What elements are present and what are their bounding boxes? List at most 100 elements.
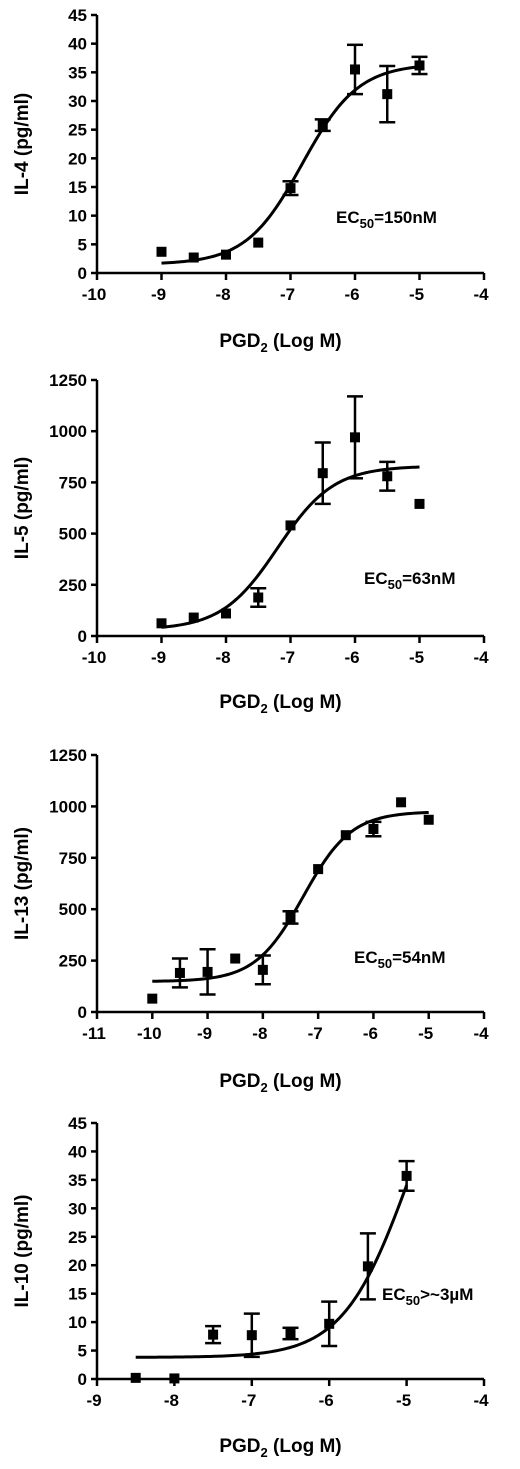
y-tick-label: 15 [68,178,87,197]
ec50-prefix: EC [336,208,360,227]
x-tick-label: -5 [409,285,424,304]
data-point [257,964,268,975]
x-tick-label: -10 [82,648,107,667]
x-tick-label: -8 [252,1024,267,1043]
data-point [221,608,231,619]
data-point [188,252,199,263]
ec50-subscript: 50 [378,956,392,971]
data-point [253,237,264,248]
y-tick-label: 30 [68,1199,87,1218]
ec50-subscript: 50 [388,577,402,592]
data-point [317,468,328,479]
ec50-subscript: 50 [406,1293,420,1308]
data-point [368,824,379,835]
y-tick-label: 20 [68,149,87,168]
y-tick-label: 250 [59,576,87,595]
y-tick-label: 30 [68,92,87,111]
ec50-prefix: EC [364,569,388,588]
y-tick-label: 25 [68,121,87,140]
ec50-value: =54nM [392,948,445,967]
y-tick-label: 35 [68,63,87,82]
data-point [156,246,167,257]
y-tick-label: 20 [68,1256,87,1275]
data-point [174,967,185,978]
data-point [202,966,213,977]
data-point [401,1170,412,1181]
x-axis-label-main: PGD [219,1071,260,1092]
y-tick-label: 500 [59,900,87,919]
y-tick-label: 1000 [49,797,87,816]
ec50-subscript: 50 [360,216,374,231]
x-axis-label-rest: (Log M) [268,1071,342,1092]
ec50-value: >~3µM [420,1285,473,1304]
data-point [396,797,407,808]
y-axis-label: IL-10 (pg/ml) [12,1195,33,1308]
x-axis-label-sub: 2 [261,1080,268,1095]
data-point [230,953,241,964]
x-tick-label: -9 [151,285,166,304]
x-tick-label: -8 [164,1391,179,1410]
y-tick-label: 0 [78,627,87,646]
data-point [340,830,351,841]
y-tick-label: 45 [68,6,87,25]
y-tick-label: 0 [78,264,87,283]
x-tick-label: -9 [197,1024,212,1043]
x-axis-label-rest: (Log M) [268,331,342,352]
data-point [285,520,296,531]
data-point [156,618,167,629]
x-tick-label: -4 [473,1024,489,1043]
data-point [362,1261,373,1272]
ec50-prefix: EC [382,1285,406,1304]
x-tick-label: -4 [473,648,489,667]
y-tick-label: 10 [68,207,87,226]
data-point [423,814,434,825]
x-axis-label-main: PGD [219,1436,260,1457]
data-point [324,1318,335,1329]
x-axis-label: PGD2 (Log M) [219,331,341,355]
x-tick-label: -7 [241,1391,256,1410]
x-tick-label: -10 [82,285,107,304]
data-point [350,64,360,75]
x-axis-label-sub: 2 [261,340,268,355]
x-tick-label: -11 [82,1024,106,1043]
y-tick-label: 40 [68,35,87,54]
y-axis-label: IL-13 (pg/ml) [12,827,33,940]
x-axis-label-rest: (Log M) [268,692,342,713]
x-tick-label: -8 [215,648,230,667]
x-axis-label-main: PGD [219,331,260,352]
data-point [188,612,199,623]
y-tick-label: 5 [78,235,87,254]
chart-panel-4: 0 5 10 15 20 25 30 35 40 45 -9 -8 -7 -6 -5 -4 IL-10 (pg/… [12,1114,489,1460]
ec50-annotation: EC50=150nM [336,208,437,231]
data-point [285,912,296,923]
x-tick-label: -10 [137,1024,162,1043]
data-point [169,1373,180,1384]
x-tick-label: -6 [363,1024,378,1043]
y-tick-label: 40 [68,1142,87,1161]
data-point [313,864,324,875]
x-axis-label-sub: 2 [261,701,268,716]
y-tick-label: 35 [68,1171,87,1190]
data-point [382,471,393,482]
y-tick-label: 750 [59,473,87,492]
y-tick-label: 5 [78,1342,87,1361]
fit-curve [161,65,420,265]
x-tick-label: -5 [418,1024,433,1043]
x-tick-label: -6 [344,648,359,667]
y-axis-label: IL-5 (pg/ml) [12,457,33,559]
x-tick-label: -4 [473,285,489,304]
x-axis-label-rest: (Log M) [268,1436,342,1457]
x-tick-label: -5 [396,1391,411,1410]
data-point [246,1330,257,1341]
data-point [208,1329,219,1340]
x-tick-label: -4 [473,1391,489,1410]
y-tick-label: 1250 [49,746,87,765]
x-tick-label: -5 [409,648,424,667]
x-axis-label-main: PGD [219,692,260,713]
y-tick-label: 0 [78,1370,87,1389]
data-point [382,89,393,100]
ec50-annotation: EC50>~3µM [382,1285,473,1308]
